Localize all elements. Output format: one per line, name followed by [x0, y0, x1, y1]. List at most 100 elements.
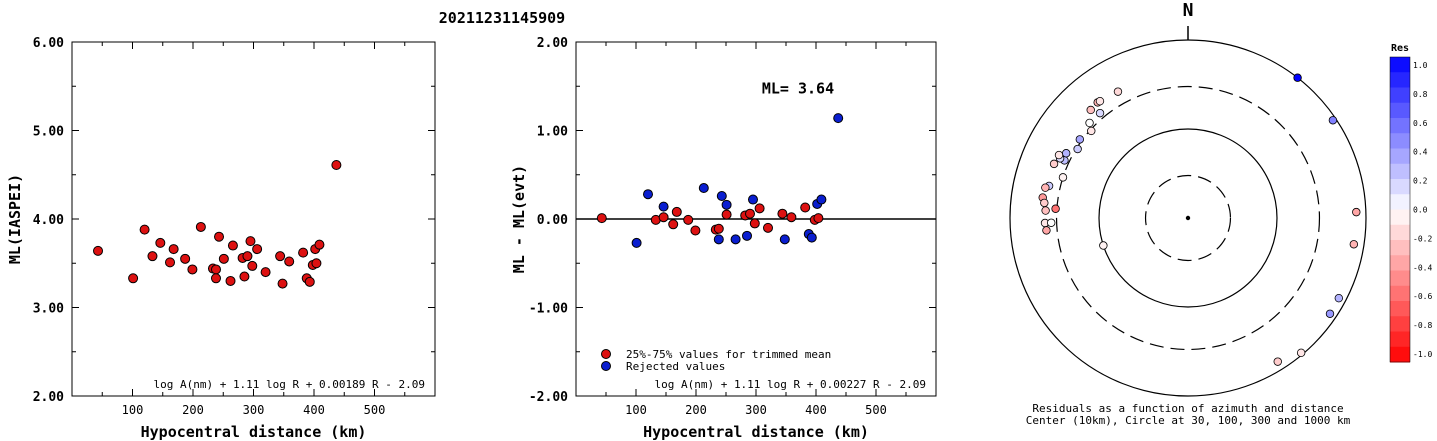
station-residual-marker: [1054, 150, 1064, 160]
azimuth-distance-residual-plot: N Residuals as a function of azimuth and…: [1009, 0, 1367, 427]
data-point-rejected: [806, 232, 817, 243]
data-point-rejected: [698, 183, 709, 194]
formula-label: log A(nm) + 1.11 log R + 0.00227 R - 2.0…: [654, 378, 926, 391]
north-label: N: [1183, 0, 1194, 21]
data-point-trimmed: [690, 225, 701, 236]
ml-vs-distance-panel: 100 200 300 400 500 2.00 3.00 4.00 5.00 6.00 Hypoc…: [6, 36, 436, 441]
data-point-rejected: [833, 113, 844, 124]
data-point-rejected: [816, 194, 827, 205]
colorbar-segment: [1390, 346, 1410, 363]
colorbar-segment: [1390, 316, 1410, 332]
station-residual-marker: [1095, 96, 1105, 106]
y-axis-label: ML - ML(evt): [510, 165, 528, 273]
colorbar-tick-label: -0.6: [1413, 292, 1432, 301]
data-point-rejected: [779, 234, 790, 245]
data-point: [239, 271, 250, 282]
legend-label: 25%-75% values for trimmed mean: [626, 348, 831, 361]
ml-annotation: ML= 3.64: [762, 79, 834, 97]
colorbar-segment: [1390, 57, 1410, 73]
colorbar-segment: [1390, 194, 1410, 210]
data-point: [284, 256, 295, 267]
data-point-rejected: [713, 234, 724, 245]
colorbar-tick-label: 0.2: [1413, 177, 1428, 186]
station-residual-marker: [1099, 241, 1108, 250]
data-point-rejected: [658, 201, 669, 212]
data-point: [165, 257, 176, 268]
figure-title: 20211231145909: [439, 9, 565, 27]
data-point: [180, 253, 191, 264]
legend-marker: [601, 361, 611, 371]
station-residual-marker: [1334, 293, 1344, 303]
data-point: [210, 264, 221, 275]
data-point: [314, 239, 325, 250]
station-residual-marker: [1058, 173, 1068, 182]
data-point-trimmed: [745, 208, 755, 219]
station-residual-marker: [1042, 226, 1051, 235]
colorbar-tick-label: -0.8: [1413, 321, 1432, 330]
data-point-trimmed: [763, 222, 773, 233]
colorbar-segment: [1390, 133, 1410, 149]
station-residual-marker: [1051, 204, 1060, 213]
data-point: [210, 273, 221, 284]
station-residual-marker: [1113, 87, 1123, 96]
station-residual-marker: [1061, 149, 1071, 158]
colorbar-segment: [1390, 331, 1410, 348]
distance-ring: [1098, 128, 1278, 308]
distance-ring: [1055, 85, 1321, 351]
data-point: [214, 231, 225, 242]
station-residual-marker: [1040, 198, 1049, 208]
data-point: [252, 244, 263, 255]
x-tick-label: 500: [865, 403, 887, 417]
colorbar-tick-label: -0.4: [1413, 263, 1432, 272]
colorbar-tick-label: 0.0: [1413, 206, 1428, 215]
y-tick-label: 3.00: [33, 302, 64, 317]
data-point: [304, 276, 315, 287]
data-point: [242, 251, 253, 262]
colorbar-tick-label: 1.0: [1413, 61, 1428, 70]
station-residual-marker: [1087, 126, 1096, 136]
data-point-rejected: [748, 194, 758, 205]
residual-colorbar: Res 1.0 0.8 0.6 0.4 0.2 0.0 -0.2 -0.4 -0.6 -0.8 -1…: [1389, 43, 1432, 363]
colorbar-tick-label: -0.2: [1413, 234, 1432, 243]
colorbar-segment: [1390, 285, 1410, 302]
x-axis-label: Hypocentral distance (km): [643, 423, 869, 441]
data-point-trimmed: [658, 212, 669, 223]
colorbar-segment: [1390, 240, 1410, 256]
station-residual-marker: [1296, 348, 1306, 358]
data-point: [225, 275, 236, 286]
y-tick-label: 5.00: [33, 125, 64, 140]
colorbar-tick-label: 0.4: [1413, 148, 1428, 157]
data-point-rejected: [716, 190, 727, 201]
colorbar-segment: [1390, 255, 1410, 271]
polar-caption-line2: Center (10km), Circle at 30, 100, 300 an…: [1026, 414, 1351, 427]
data-point: [195, 221, 206, 232]
station-residual-marker: [1352, 207, 1361, 217]
station-residual-marker: [1041, 183, 1050, 192]
data-point: [227, 240, 238, 251]
x-tick-label: 100: [625, 403, 647, 417]
residual-vs-distance-panel: 100 200 300 400 500 -2.00 -1.00 0.00 1.00 2.00 Hyp…: [510, 36, 937, 441]
y-axis-label: ML(IASPEI): [6, 174, 24, 264]
x-tick-label: 400: [303, 403, 325, 417]
colorbar-segment: [1390, 179, 1410, 195]
station-residual-marker: [1325, 309, 1335, 318]
data-point-trimmed: [754, 203, 765, 214]
station-residual-marker: [1095, 108, 1105, 118]
station-residual-marker: [1075, 135, 1085, 144]
data-point: [168, 244, 179, 255]
y-tick-label: 0.00: [537, 213, 568, 228]
data-point-trimmed: [786, 212, 797, 223]
colorbar-tick-label: -1.0: [1413, 350, 1432, 359]
station-residual-marker: [1073, 144, 1082, 154]
data-point-trimmed: [800, 202, 811, 213]
x-tick-label: 200: [685, 403, 707, 417]
x-axis-label: Hypocentral distance (km): [141, 423, 367, 441]
data-point: [247, 260, 258, 271]
data-point: [128, 273, 139, 284]
data-point-trimmed: [777, 208, 788, 219]
x-tick-label: 300: [243, 403, 265, 417]
colorbar-segment: [1390, 224, 1410, 241]
x-tick-label: 300: [745, 403, 767, 417]
station-residual-marker: [1041, 206, 1050, 215]
data-point-rejected: [643, 189, 653, 200]
